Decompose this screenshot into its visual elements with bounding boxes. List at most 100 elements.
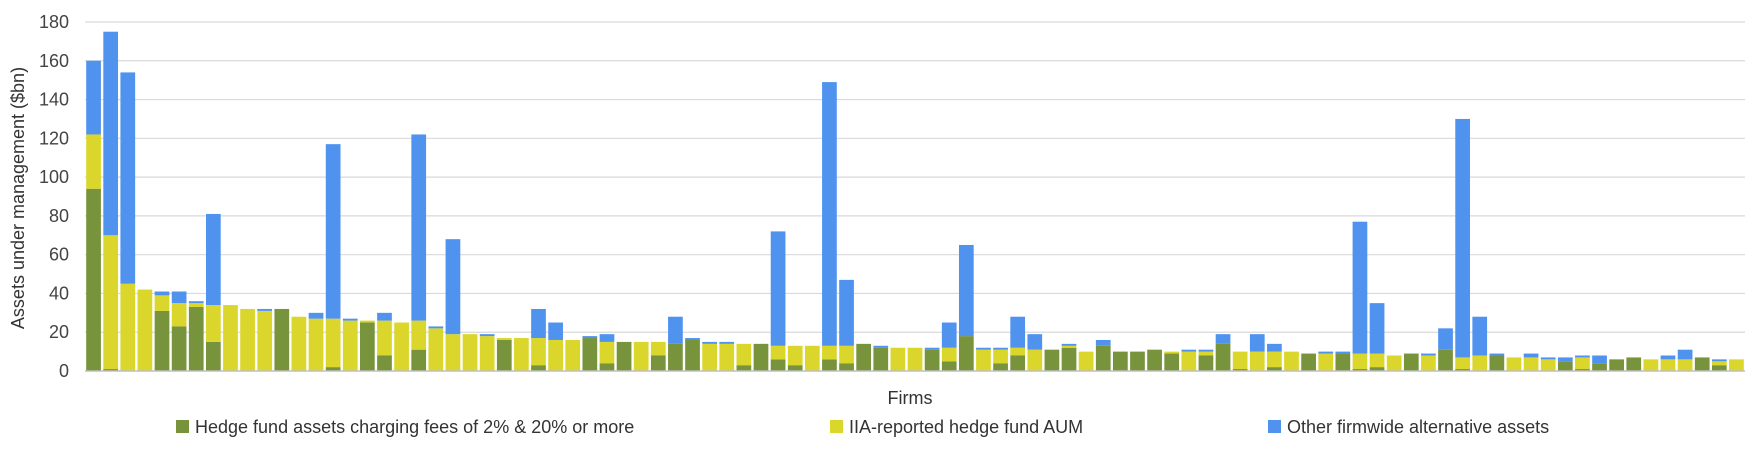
bar-segment-series-1 xyxy=(1711,365,1727,371)
bar-segment-series-1 xyxy=(822,359,837,371)
bar-segment-series-1 xyxy=(941,361,957,371)
bar-segment-series-2 xyxy=(1078,351,1094,371)
bar-segment-series-3 xyxy=(1472,316,1488,356)
bar-segment-series-2 xyxy=(411,320,427,350)
bar-segment-series-2 xyxy=(839,345,854,364)
bar-segment-series-2 xyxy=(205,305,221,342)
bar-segment-series-3 xyxy=(1438,328,1453,350)
y-tick-label: 140 xyxy=(39,90,69,110)
bar-segment-series-2 xyxy=(86,134,101,189)
bar-segment-series-1 xyxy=(531,365,546,371)
bar-segment-series-1 xyxy=(274,308,290,371)
bar-segment-series-1 xyxy=(1335,353,1351,371)
bar-segment-series-2 xyxy=(1660,359,1676,371)
bar-segment-series-2 xyxy=(137,289,153,371)
bar-segment-series-1 xyxy=(787,365,803,371)
bar-segment-series-3 xyxy=(428,326,444,329)
bar-segment-series-3 xyxy=(1352,221,1368,354)
bar-segment-series-2 xyxy=(1284,351,1299,371)
bar-segment-series-1 xyxy=(1438,349,1453,371)
bar-segment-series-2 xyxy=(120,283,136,371)
y-tick-label: 180 xyxy=(39,12,69,32)
bar-segment-series-1 xyxy=(1369,367,1385,371)
bar-segment-series-3 xyxy=(582,336,598,339)
bar-segment-series-2 xyxy=(188,303,204,308)
bar-segment-series-2 xyxy=(1318,353,1334,371)
bar-segment-series-2 xyxy=(496,338,512,340)
bar-segment-series-3 xyxy=(1592,355,1607,364)
bar-segment-series-3 xyxy=(1318,351,1334,354)
bar-segment-series-3 xyxy=(1540,357,1556,360)
bar-segment-series-3 xyxy=(1369,303,1385,354)
bar-segment-series-3 xyxy=(924,347,940,350)
bar-segment-series-1 xyxy=(770,359,786,371)
bar-segment-series-3 xyxy=(668,316,683,344)
bar-segment-series-2 xyxy=(103,235,119,370)
bar-segment-series-2 xyxy=(240,308,255,371)
bar-segment-series-2 xyxy=(1421,355,1436,371)
bar-segment-series-1 xyxy=(685,339,700,371)
bar-segment-series-1 xyxy=(1352,369,1368,371)
bar-segment-series-3 xyxy=(1215,334,1231,344)
bar-segment-series-2 xyxy=(377,320,392,356)
bar-segment-series-1 xyxy=(1215,343,1231,371)
bar-segment-series-1 xyxy=(205,341,221,371)
bar-segment-series-1 xyxy=(1609,359,1625,371)
bar-segment-series-1 xyxy=(668,343,683,371)
bar-segment-series-1 xyxy=(1592,363,1607,371)
bar-segment-series-2 xyxy=(1386,355,1402,371)
gridlines xyxy=(85,21,1745,333)
bar-segment-series-3 xyxy=(188,301,204,304)
bar-segment-series-3 xyxy=(1061,343,1077,346)
bar-segment-series-1 xyxy=(1489,355,1505,371)
bar-segment-series-1 xyxy=(924,349,940,371)
bar-segment-series-2 xyxy=(1369,353,1385,368)
bar-segment-series-1 xyxy=(1044,349,1060,371)
legend-swatch xyxy=(830,420,843,433)
bar-segment-series-2 xyxy=(650,341,666,356)
bar-segment-series-2 xyxy=(1711,361,1727,366)
bar-segment-series-2 xyxy=(1677,359,1693,371)
bar-segment-series-3 xyxy=(993,347,1008,350)
bar-segment-series-3 xyxy=(325,144,341,319)
bar-segment-series-3 xyxy=(308,312,324,319)
y-axis-title: Assets under management ($bn) xyxy=(8,67,28,329)
bar-segment-series-2 xyxy=(342,320,358,371)
legend-label: IIA-reported hedge fund AUM xyxy=(849,417,1083,437)
bar-segment-series-1 xyxy=(1095,345,1111,371)
bar-segment-series-1 xyxy=(1010,355,1026,371)
bar-segment-series-1 xyxy=(103,369,119,371)
bar-segment-series-3 xyxy=(873,345,889,348)
bar-segment-series-2 xyxy=(1164,351,1180,354)
bar-segment-series-2 xyxy=(770,345,786,360)
bar-segment-series-3 xyxy=(479,334,495,337)
y-tick-label: 60 xyxy=(49,245,69,265)
legend-label: Hedge fund assets charging fees of 2% & … xyxy=(195,417,634,437)
bar-segment-series-3 xyxy=(120,72,136,284)
bar-segment-series-1 xyxy=(958,336,974,371)
bar-segment-series-1 xyxy=(1147,349,1162,371)
bar-segment-series-2 xyxy=(1061,345,1077,348)
bar-segment-series-3 xyxy=(1181,349,1197,352)
bar-segment-series-2 xyxy=(804,345,820,371)
bar-segment-series-2 xyxy=(257,310,273,371)
bar-segment-series-1 xyxy=(1061,347,1077,371)
bar-segment-series-3 xyxy=(411,134,427,321)
bar-segment-series-3 xyxy=(958,244,974,337)
bar-segment-series-2 xyxy=(223,305,238,371)
bar-segment-series-2 xyxy=(1249,351,1265,371)
bar-segment-series-3 xyxy=(702,341,717,344)
bar-segment-series-2 xyxy=(1181,351,1197,371)
bar-segment-series-2 xyxy=(1198,351,1214,356)
legend-label: Other firmwide alternative assets xyxy=(1287,417,1549,437)
bar-segment-series-1 xyxy=(360,322,375,371)
bar-segment-series-3 xyxy=(839,279,854,346)
bar-segment-series-2 xyxy=(291,316,307,371)
bar-segment-series-3 xyxy=(1027,334,1043,350)
bar-segment-series-1 xyxy=(1626,357,1642,371)
bar-segment-series-1 xyxy=(1113,351,1128,371)
bar-segment-series-3 xyxy=(377,312,392,321)
bar-segment-series-3 xyxy=(103,31,119,236)
bar-segment-series-1 xyxy=(1455,369,1470,371)
